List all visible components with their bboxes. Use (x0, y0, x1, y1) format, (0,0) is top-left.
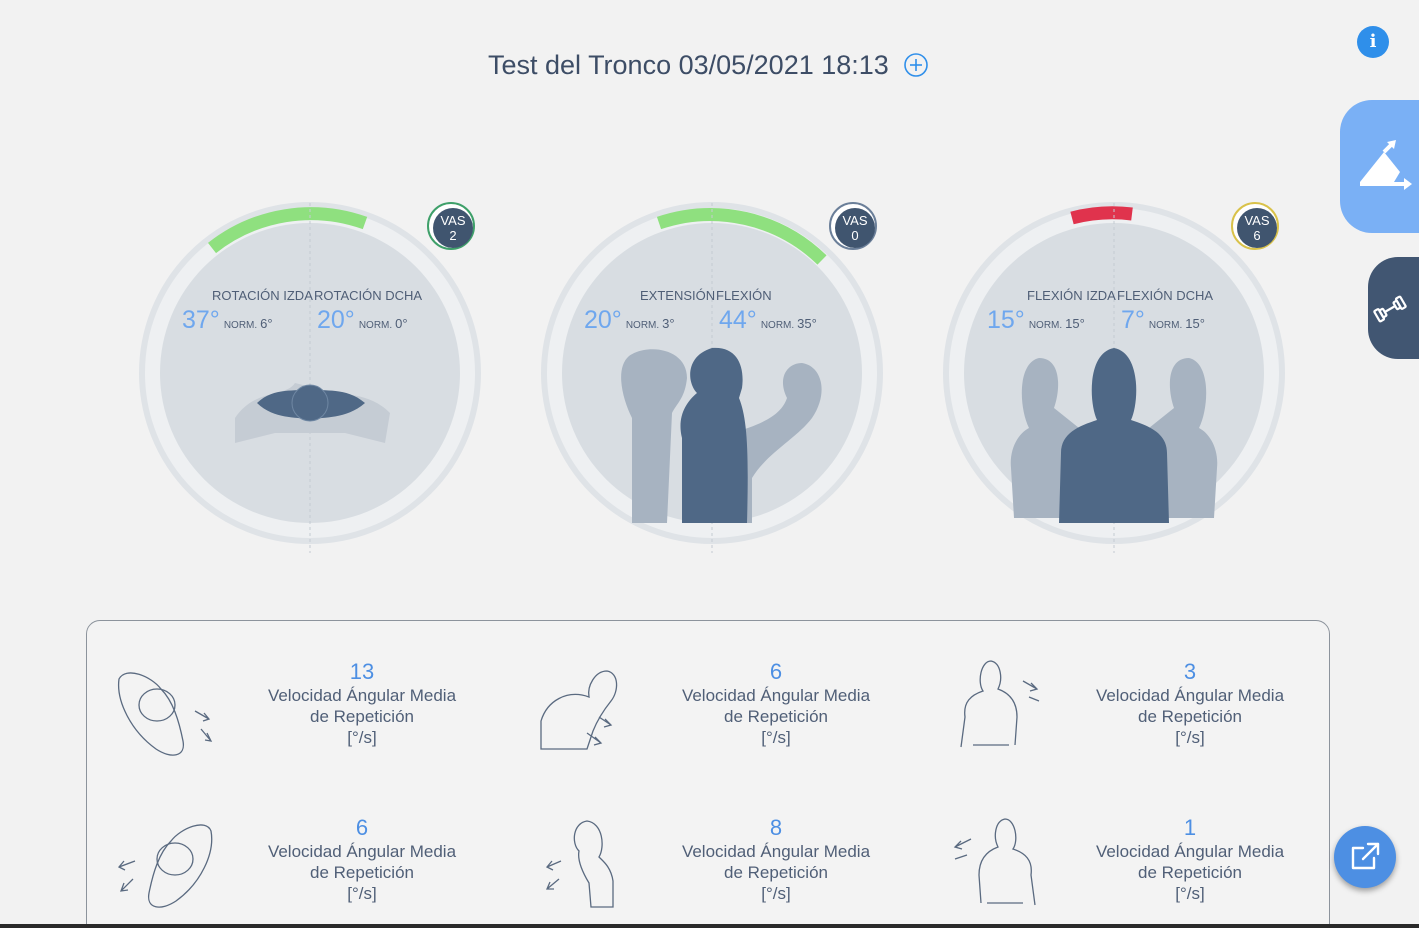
lateral-right-label: FLEXIÓN DCHA (1117, 288, 1214, 303)
page-title: Test del Tronco 03/05/2021 18:13 (488, 50, 889, 80)
exercise-tab[interactable] (1368, 257, 1419, 359)
flexion-motion-icon (545, 820, 614, 908)
lateral-right-motion-icon (953, 818, 1036, 906)
gauge-rotation: ROTACIÓN IZDA ROTACIÓN DCHA 37° NORM. 6° 2… (135, 188, 485, 553)
extension-motion-icon (540, 670, 618, 750)
gauge-lateral-flexion-dial (943, 202, 1285, 553)
info-icon: i (1369, 31, 1377, 52)
info-button[interactable]: i (1357, 26, 1389, 58)
metric-lateral-left: 3 Velocidad Ángular Media de Repetición … (1095, 659, 1285, 747)
rotation-left-motion-icon (117, 672, 213, 756)
external-link-icon (1351, 842, 1380, 870)
range-angle-icon (1360, 140, 1412, 190)
window-bottom-edge (0, 924, 1419, 928)
rotation-left-value: 37° NORM. 6° (182, 306, 273, 334)
gauge-lateral-flexion: FLEXIÓN IZDA FLEXIÓN DCHA 15° NORM. 15° 7°… (939, 188, 1289, 553)
vas-badge-flexion: VAS 0 (829, 202, 877, 250)
vas-badge-lateral-flexion: VAS 6 (1231, 202, 1279, 250)
rotation-right-value: 20° NORM. 0° (317, 306, 408, 334)
flexion-label: FLEXIÓN (716, 288, 772, 303)
extension-value: 20° NORM. 3° (584, 306, 675, 334)
lateral-flexion-range-arc (1070, 206, 1133, 225)
rotation-left-label: ROTACIÓN IZDA (212, 288, 313, 303)
metric-rotation-right: 6 Velocidad Ángular Media de Repetición … (267, 815, 457, 903)
gauge-flexion-extension: EXTENSIÓN FLEXIÓN 20° NORM. 3° 44° NORM. 35°… (537, 188, 887, 553)
rotation-right-label: ROTACIÓN DCHA (314, 288, 423, 303)
lateral-left-value: 15° NORM. 15° (987, 306, 1085, 334)
gauge-rotation-dial (139, 202, 481, 553)
metric-rotation-left: 13 Velocidad Ángular Media de Repetición… (267, 659, 457, 747)
velocity-metrics-panel: 13 Velocidad Ángular Media de Repetición… (86, 620, 1330, 928)
lateral-right-value: 7° NORM. 15° (1121, 306, 1205, 334)
rotation-right-motion-icon (117, 824, 213, 908)
metric-lateral-right: 1 Velocidad Ángular Media de Repetición … (1095, 815, 1285, 903)
metric-extension: 6 Velocidad Ángular Media de Repetición … (681, 659, 871, 747)
add-test-icon[interactable] (903, 52, 929, 78)
flexion-range-arc (656, 208, 827, 265)
lateral-left-motion-icon (960, 660, 1040, 748)
gauge-flexion-extension-dial (541, 202, 883, 553)
range-of-motion-tab[interactable] (1340, 100, 1419, 233)
lateral-left-label: FLEXIÓN IZDA (1027, 288, 1116, 303)
rotation-range-arc (207, 207, 368, 254)
vas-badge-rotation: VAS 2 (427, 202, 475, 250)
export-button[interactable] (1334, 826, 1396, 888)
metric-flexion: 8 Velocidad Ángular Media de Repetición … (681, 815, 871, 903)
flexion-value: 44° NORM. 35° (719, 306, 817, 334)
dumbbell-icon (1373, 295, 1407, 323)
extension-label: EXTENSIÓN (640, 288, 716, 303)
